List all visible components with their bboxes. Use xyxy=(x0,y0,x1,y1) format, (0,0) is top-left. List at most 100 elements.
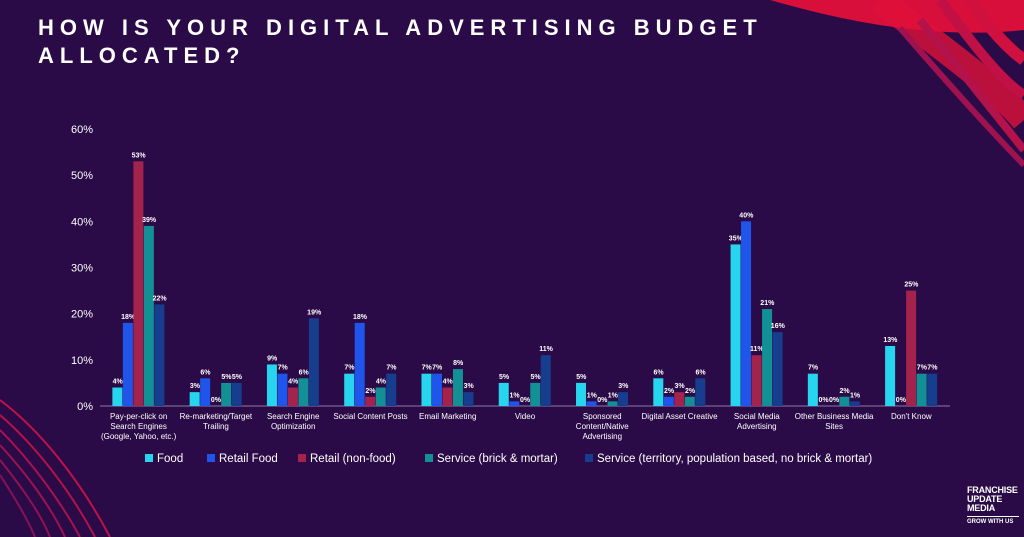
data-label: 7% xyxy=(808,365,819,372)
bar xyxy=(807,373,818,406)
bar xyxy=(308,318,319,406)
bar xyxy=(421,373,432,406)
data-label: 6% xyxy=(299,369,310,376)
bar xyxy=(906,290,917,406)
x-category-label: Social Media Advertising xyxy=(734,412,780,431)
data-label: 6% xyxy=(653,369,664,376)
x-category-label-line: Sites xyxy=(825,422,843,431)
logo-tagline: GROW WITH US xyxy=(967,516,1019,525)
data-label: 3% xyxy=(464,383,475,390)
legend-swatch xyxy=(298,454,306,462)
bar xyxy=(287,387,298,406)
x-category-label-line: Video xyxy=(515,412,536,421)
data-label: 0% xyxy=(520,397,531,404)
data-label: 0% xyxy=(819,397,830,404)
legend-swatch xyxy=(425,454,433,462)
data-label: 7% xyxy=(344,365,355,372)
bar xyxy=(730,244,741,406)
bar xyxy=(221,382,232,406)
x-category-label: Video xyxy=(515,412,536,421)
bar xyxy=(927,373,938,406)
data-label: 3% xyxy=(190,383,201,390)
bar xyxy=(885,345,896,406)
bar xyxy=(365,396,376,406)
x-category-label: Pay-per-click on Search Engines (Google, Y… xyxy=(101,412,177,441)
data-label: 40% xyxy=(739,212,754,219)
data-label: 7% xyxy=(386,365,397,372)
bar xyxy=(607,401,618,406)
x-category-label: Digital Asset Creative xyxy=(642,412,719,421)
legend-swatch xyxy=(145,454,153,462)
legend-swatch xyxy=(585,454,593,462)
x-category-label-line: Email Marketing xyxy=(419,412,476,421)
bar xyxy=(741,221,752,406)
legend-swatch xyxy=(207,454,215,462)
x-category-label-line: (Google, Yahoo, etc.) xyxy=(101,432,177,441)
x-category-label-line: Social Media xyxy=(734,412,780,421)
data-label: 1% xyxy=(608,392,619,399)
data-label: 5% xyxy=(576,374,587,381)
data-label: 0% xyxy=(896,397,907,404)
data-label: 2% xyxy=(365,388,376,395)
data-label: 21% xyxy=(760,300,775,307)
bar xyxy=(498,382,509,406)
data-label: 19% xyxy=(307,309,322,316)
bar xyxy=(452,369,463,406)
data-label: 8% xyxy=(453,360,464,367)
logo-wordmark: FRANCHISE UPDATE MEDIA xyxy=(967,485,1018,513)
legend-label: Retail (non-food) xyxy=(310,453,396,465)
data-label: 11% xyxy=(539,346,553,353)
bar xyxy=(772,332,783,406)
x-category-label-line: Social Content Posts xyxy=(333,412,407,421)
data-label: 0% xyxy=(597,397,608,404)
data-label: 22% xyxy=(153,295,168,302)
y-tick-label: 0% xyxy=(77,401,93,413)
bar xyxy=(839,396,850,406)
bar xyxy=(344,373,355,406)
data-label: 16% xyxy=(771,323,786,330)
data-label: 1% xyxy=(850,392,861,399)
bar xyxy=(663,396,674,406)
bar xyxy=(674,392,685,406)
bar xyxy=(354,322,365,406)
data-label: 7% xyxy=(432,365,443,372)
data-label: 35% xyxy=(729,235,744,242)
data-label: 5% xyxy=(221,374,232,381)
bar xyxy=(122,322,133,406)
x-category-label: Don't Know xyxy=(891,412,932,421)
x-category-label: Re-marketing/Target Trailing xyxy=(180,412,253,431)
data-label: 0% xyxy=(211,397,222,404)
page-title: HOW IS YOUR DIGITAL ADVERTISING BUDGET A… xyxy=(38,15,763,68)
bar xyxy=(684,396,695,406)
x-category-label: Email Marketing xyxy=(419,412,476,421)
data-label: 7% xyxy=(917,365,928,372)
bar xyxy=(751,355,762,406)
bar xyxy=(200,378,211,406)
bar xyxy=(916,373,927,406)
data-label: 1% xyxy=(509,392,520,399)
bar xyxy=(530,382,541,406)
data-label: 5% xyxy=(530,374,541,381)
data-label: 3% xyxy=(618,383,629,390)
y-tick-label: 50% xyxy=(71,170,93,182)
bar xyxy=(540,355,551,406)
data-label: 2% xyxy=(840,388,851,395)
data-label: 18% xyxy=(353,314,368,321)
bar xyxy=(375,387,386,406)
bar xyxy=(586,401,597,406)
bar xyxy=(509,401,520,406)
data-label: 0% xyxy=(829,397,840,404)
y-tick-label: 10% xyxy=(71,355,93,367)
data-label: 53% xyxy=(132,152,147,159)
y-tick-label: 30% xyxy=(71,263,93,275)
bar xyxy=(576,382,587,406)
bar xyxy=(143,225,154,406)
bar xyxy=(849,401,860,406)
bar xyxy=(133,161,144,406)
legend-label: Service (territory, population based, no… xyxy=(597,453,872,465)
bar xyxy=(277,373,288,406)
bar xyxy=(266,364,277,406)
data-label: 3% xyxy=(674,383,685,390)
x-category-label-line: Pay-per-click on xyxy=(110,412,167,421)
